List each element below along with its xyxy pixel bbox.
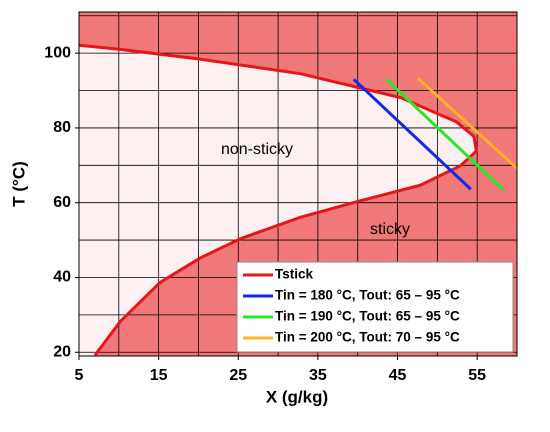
x-axis-label: X (g/kg) xyxy=(266,387,328,406)
legend-label: Tstick xyxy=(275,267,314,282)
legend: Tstick Tin = 180 °C, Tout: 65 – 95 °C Tin … xyxy=(236,261,514,353)
series-line xyxy=(385,78,505,192)
series-line xyxy=(79,43,478,356)
x-tick-label: 5 xyxy=(75,367,84,384)
y-axis-label: T (°C) xyxy=(9,161,28,207)
x-tick-label: 15 xyxy=(150,367,168,384)
plot-area xyxy=(79,12,517,356)
x-tick-label: 45 xyxy=(389,367,407,384)
y-tick-label: 40 xyxy=(53,269,71,286)
annotation: sticky xyxy=(370,221,410,238)
legend-label: Tin = 190 °C, Tout: 65 – 95 °C xyxy=(275,309,460,324)
series-line xyxy=(352,78,472,191)
x-tick-label: 55 xyxy=(468,367,486,384)
series-line xyxy=(417,77,517,171)
legend-label: Tin = 200 °C, Tout: 70 – 95 °C xyxy=(275,330,460,345)
y-tick-label: 80 xyxy=(53,119,71,136)
y-tick-label: 60 xyxy=(53,194,71,211)
legend-label: Tin = 180 °C, Tout: 65 – 95 °C xyxy=(275,288,460,303)
annotation: non-sticky xyxy=(221,141,293,158)
x-tick-label: 35 xyxy=(309,367,327,384)
plot-border xyxy=(78,11,518,357)
legend-box xyxy=(236,261,514,353)
y-tick-label: 100 xyxy=(44,44,71,61)
x-tick-label: 25 xyxy=(229,367,247,384)
y-tick-label: 20 xyxy=(53,343,71,360)
